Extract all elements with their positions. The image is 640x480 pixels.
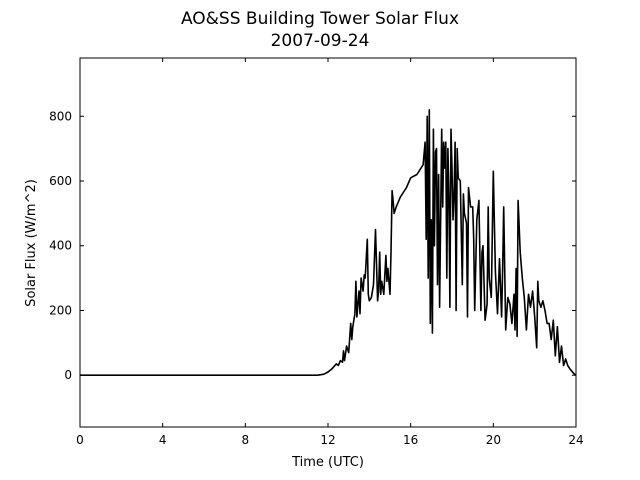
- y-tick-label-4: 800: [49, 109, 72, 123]
- series-line-0: [80, 109, 577, 377]
- plot-layer: [80, 109, 577, 377]
- x-axis-label: Time (UTC): [291, 455, 364, 470]
- chart-title: AO&SS Building Tower Solar Flux: [181, 9, 459, 29]
- x-tick-label-4: 16: [403, 433, 418, 447]
- chart-subtitle: 2007-09-24: [271, 31, 370, 51]
- x-tick-label-1: 4: [159, 433, 167, 447]
- x-tick-label-5: 20: [486, 433, 501, 447]
- y-tick-label-2: 400: [49, 239, 72, 253]
- x-tick-label-0: 0: [76, 433, 84, 447]
- x-tick-label-6: 24: [568, 433, 583, 447]
- x-tick-label-2: 8: [242, 433, 250, 447]
- y-ticks: 0 200 400 600 800: [49, 109, 576, 382]
- x-tick-label-3: 12: [320, 433, 335, 447]
- y-tick-label-1: 200: [49, 303, 72, 317]
- x-ticks: 0 4 8 12 16 20 24: [76, 58, 584, 447]
- y-tick-label-3: 600: [49, 174, 72, 188]
- y-axis-label: Solar Flux (W/m^2): [24, 179, 39, 307]
- y-tick-label-0: 0: [64, 368, 72, 382]
